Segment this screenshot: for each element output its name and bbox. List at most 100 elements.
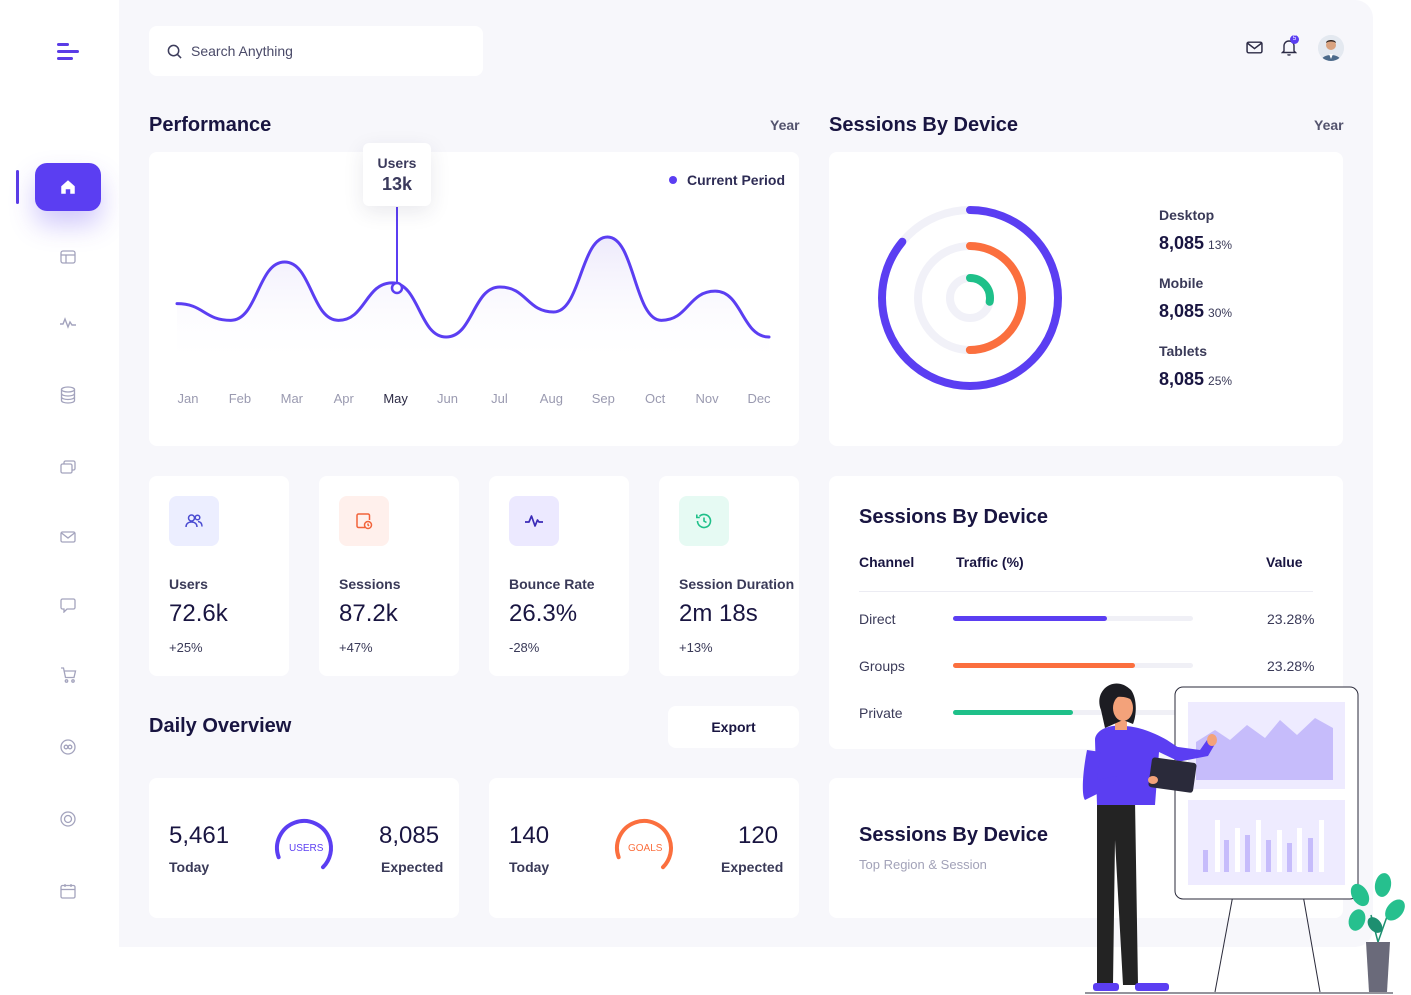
stat-label: Users: [169, 576, 208, 592]
progress-arc: [275, 819, 333, 877]
cart-icon: [60, 667, 76, 683]
ring-mobile: [914, 242, 1026, 354]
target-icon: [60, 811, 76, 827]
stat-icon-box: [509, 496, 559, 546]
stat-value: 26.3%: [509, 600, 578, 627]
device-value-tablets: 8,085 25%: [1159, 369, 1233, 389]
goals-expected-value: 120: [738, 822, 779, 849]
device-label-mobile: Mobile: [1159, 275, 1204, 291]
x-tick-label: Jan: [177, 391, 199, 406]
calendar-icon: [60, 884, 76, 899]
nav-active-indicator: [16, 170, 19, 204]
device-label-tablets: Tablets: [1159, 343, 1207, 359]
users-ring-label: Users: [289, 843, 324, 854]
users-today-label: Today: [169, 859, 210, 875]
sidebar-item-cards[interactable]: [58, 457, 78, 477]
users-expected-value: 8,085: [379, 822, 440, 849]
sidebar-item-target[interactable]: [58, 809, 78, 829]
x-tick-label: Nov: [695, 391, 719, 406]
stat-card-users[interactable]: Users 72.6k +25%: [149, 476, 289, 676]
stat-label: Sessions: [339, 576, 401, 592]
goals-today-label: Today: [509, 859, 550, 875]
export-button[interactable]: Export: [668, 706, 799, 748]
region-subtitle: Top Region & Session: [859, 857, 987, 872]
col-value: Value: [1266, 554, 1303, 570]
header-notification-button[interactable]: 5: [1278, 35, 1300, 58]
sidebar-item-activity[interactable]: [58, 313, 78, 333]
sidebar-item-home[interactable]: [35, 163, 101, 211]
layout-icon: [60, 250, 76, 264]
sidebar-item-layout[interactable]: [58, 247, 78, 267]
row-value-direct: 23.28%: [1267, 611, 1315, 627]
search-input[interactable]: [191, 43, 451, 59]
header-mail-button[interactable]: [1243, 36, 1265, 58]
stat-value: 87.2k: [339, 600, 398, 627]
row-channel-groups: Groups: [859, 658, 905, 674]
traffic-bar-fill: [953, 663, 1136, 668]
stat-value: 2m 18s: [679, 600, 758, 627]
x-tick-label: Jun: [437, 391, 459, 406]
stat-card-sessions[interactable]: Sessions 87.2k +47%: [319, 476, 459, 676]
row-value-groups: 23.28%: [1267, 658, 1315, 674]
goals-ring-label: Goals: [628, 843, 663, 854]
history-icon: [696, 513, 712, 529]
table-divider: [859, 591, 1313, 592]
ring-desktop: [878, 206, 1062, 390]
menu-logo-icon[interactable]: [57, 43, 79, 61]
device-label-desktop: Desktop: [1159, 207, 1215, 223]
database-icon: [60, 386, 76, 404]
goals-progress-ring: [615, 819, 673, 877]
clock-square-icon: [356, 513, 373, 530]
tooltip-value: 13k: [381, 174, 413, 194]
stat-label: Bounce Rate: [509, 576, 595, 592]
badge-icon: [60, 739, 76, 755]
x-tick-label: Sep: [591, 391, 615, 406]
traffic-bar-fill: [953, 616, 1107, 621]
sidebar-item-cart[interactable]: [58, 665, 78, 685]
stat-change: +47%: [339, 640, 373, 655]
x-tick-label: Dec: [747, 391, 771, 406]
performance-period-selector[interactable]: Year: [770, 117, 800, 133]
avatar-icon: [1318, 35, 1344, 61]
daily-goals-card: [489, 778, 799, 918]
stat-icon-box: [169, 496, 219, 546]
daily-overview-title: Daily Overview: [149, 715, 292, 737]
daily-users-card: [149, 778, 459, 918]
search-bar[interactable]: [149, 26, 483, 76]
sidebar-item-chat[interactable]: [58, 595, 78, 615]
user-avatar[interactable]: [1318, 35, 1344, 61]
sidebar-item-database[interactable]: [58, 385, 78, 405]
traffic-title: Sessions By Device: [859, 506, 1048, 528]
stat-card-session-duration[interactable]: Session Duration 2m 18s +13%: [659, 476, 799, 676]
x-tick-label: Mar: [280, 391, 304, 406]
users-progress-ring: [275, 819, 333, 877]
mail-icon: [60, 531, 76, 543]
stat-change: +25%: [169, 640, 203, 655]
chart-tooltip: Users 13k: [363, 143, 431, 206]
x-tick-label: May: [383, 391, 408, 406]
sessions-device-title: Sessions By Device: [829, 114, 1018, 136]
series-area: [177, 237, 769, 367]
sidebar: [0, 0, 119, 995]
region-title: Sessions By Device: [859, 824, 1048, 846]
stat-change: +13%: [679, 640, 713, 655]
col-channel: Channel: [859, 554, 915, 570]
legend-label: Current Period: [687, 172, 786, 188]
goals-today-value: 140: [509, 822, 550, 849]
stat-value: 72.6k: [169, 600, 228, 627]
pulse-icon: [525, 515, 543, 527]
highlight-point[interactable]: [390, 281, 404, 295]
traffic-bar-direct: [953, 616, 1193, 621]
ring-tablets: [946, 274, 994, 322]
sidebar-item-calendar[interactable]: [58, 881, 78, 901]
bell-icon: [1281, 40, 1297, 56]
sidebar-item-badge[interactable]: [58, 737, 78, 757]
stat-icon-box: [339, 496, 389, 546]
x-tick-label: Aug: [539, 391, 563, 406]
sessions-device-period-selector[interactable]: Year: [1314, 117, 1344, 133]
device-value-desktop: 8,085 13%: [1159, 233, 1233, 253]
legend-dot: [669, 176, 677, 184]
sidebar-item-mail[interactable]: [58, 527, 78, 547]
activity-icon: [60, 317, 76, 329]
stat-card-bounce-rate[interactable]: Bounce Rate 26.3% -28%: [489, 476, 629, 676]
